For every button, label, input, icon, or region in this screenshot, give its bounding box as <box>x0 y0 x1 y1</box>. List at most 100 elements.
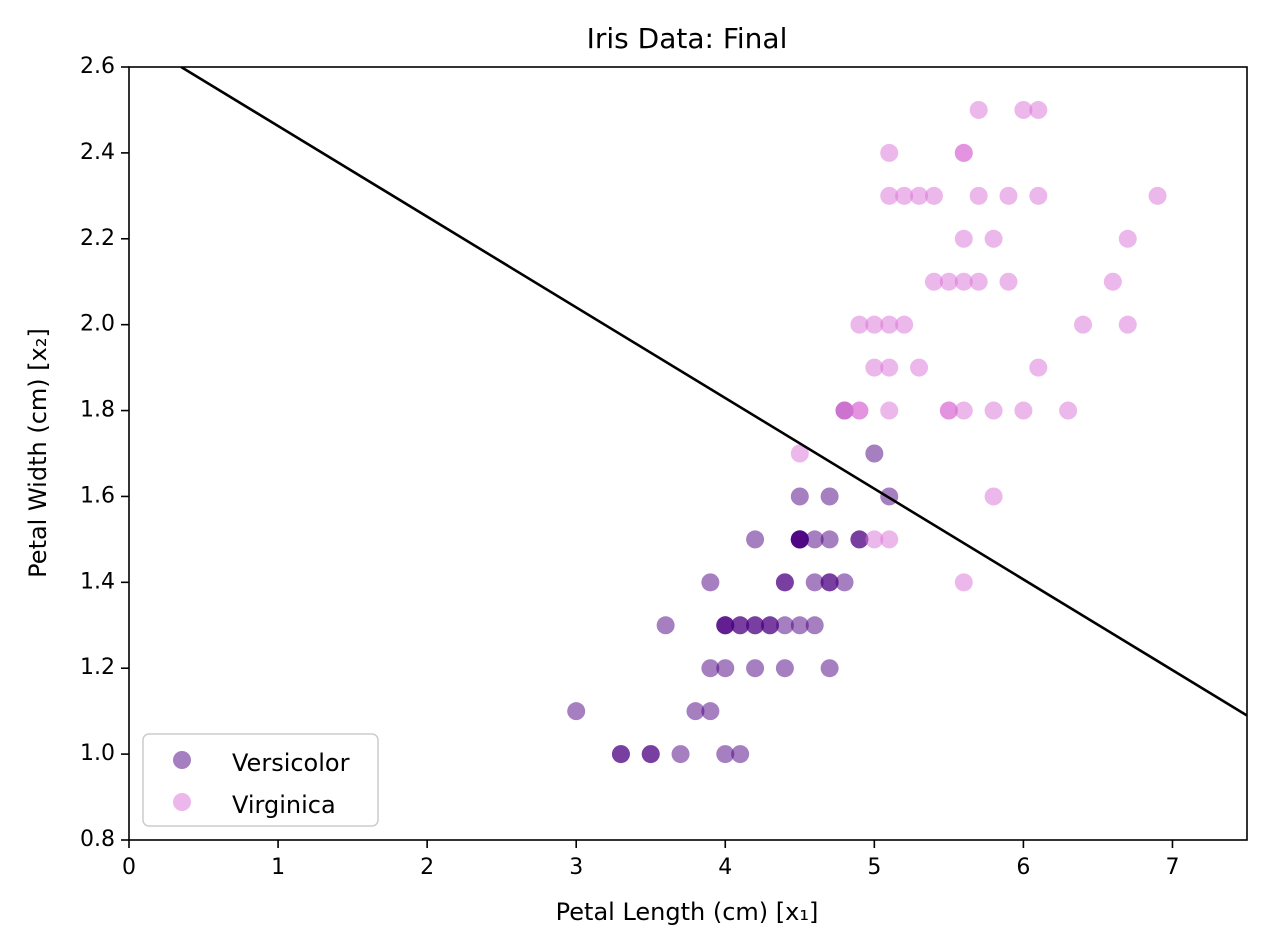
data-point <box>1074 315 1093 334</box>
x-tick-label: 6 <box>1016 855 1030 880</box>
data-point <box>880 315 899 334</box>
data-point <box>716 616 735 635</box>
data-point <box>984 229 1003 248</box>
legend-marker-virginica <box>173 793 191 811</box>
data-point <box>701 573 720 592</box>
data-point <box>1118 315 1137 334</box>
x-tick-label: 3 <box>569 855 583 880</box>
legend-label-versicolor: Versicolor <box>232 749 350 777</box>
data-point <box>746 616 765 635</box>
data-point <box>656 616 675 635</box>
data-point <box>984 401 1003 420</box>
data-point <box>1014 100 1033 119</box>
data-point <box>880 530 899 549</box>
data-point <box>880 401 899 420</box>
data-point <box>746 530 765 549</box>
data-point <box>746 659 765 678</box>
data-point <box>969 272 988 291</box>
data-point <box>820 659 839 678</box>
data-point <box>865 530 884 549</box>
data-point <box>790 444 809 463</box>
y-tick-label: 2.4 <box>80 140 115 165</box>
data-point <box>999 186 1018 205</box>
data-point <box>850 315 869 334</box>
data-point <box>611 745 630 764</box>
data-point <box>701 702 720 721</box>
data-point <box>731 616 750 635</box>
y-tick-label: 1.4 <box>80 569 115 594</box>
data-point <box>790 530 809 549</box>
data-point <box>1029 100 1048 119</box>
data-point <box>910 186 929 205</box>
data-point <box>850 530 869 549</box>
legend-marker-versicolor <box>173 751 191 769</box>
data-point <box>1029 186 1048 205</box>
data-point <box>820 530 839 549</box>
data-point <box>820 573 839 592</box>
data-point <box>701 659 720 678</box>
data-point <box>865 315 884 334</box>
legend: Versicolor Virginica <box>142 733 379 827</box>
data-point <box>641 745 660 764</box>
data-point <box>760 616 779 635</box>
y-tick-label: 1.6 <box>80 483 115 508</box>
plot-frame <box>128 66 1248 841</box>
data-point <box>850 401 869 420</box>
data-point <box>880 143 899 162</box>
legend-label-virginica: Virginica <box>232 791 336 819</box>
data-point <box>895 315 914 334</box>
y-tick-label: 1.0 <box>80 741 115 766</box>
data-point <box>775 616 794 635</box>
data-point <box>1059 401 1078 420</box>
data-point <box>895 186 914 205</box>
x-tick-label: 7 <box>1165 855 1179 880</box>
data-point <box>880 358 899 377</box>
data-point <box>775 659 794 678</box>
data-point <box>1103 272 1122 291</box>
y-tick-label: 1.8 <box>80 398 115 423</box>
data-point <box>939 401 958 420</box>
legend-box <box>142 733 379 827</box>
data-point <box>954 401 973 420</box>
x-tick-label: 2 <box>420 855 434 880</box>
data-point <box>910 358 929 377</box>
data-point <box>1118 229 1137 248</box>
data-point <box>686 702 705 721</box>
y-tick-label: 2.6 <box>80 54 115 79</box>
data-point <box>1029 358 1048 377</box>
data-point <box>790 616 809 635</box>
plot-area <box>180 67 1247 764</box>
y-axis: 0.8 1.0 1.2 1.4 1.6 1.8 2.0 2.2 2.4 2.6 <box>80 54 129 852</box>
data-point <box>969 100 988 119</box>
y-axis-label: Petal Width (cm) [x₂] <box>24 328 52 578</box>
data-point <box>1014 401 1033 420</box>
data-point <box>954 272 973 291</box>
x-tick-label: 1 <box>271 855 285 880</box>
data-point <box>954 229 973 248</box>
y-tick-label: 1.2 <box>80 655 115 680</box>
data-point <box>954 143 973 162</box>
data-point <box>835 573 854 592</box>
data-point <box>924 272 943 291</box>
data-point <box>790 487 809 506</box>
data-point <box>805 616 824 635</box>
data-point <box>924 186 943 205</box>
x-axis-label: Petal Length (cm) [x₁] <box>556 898 819 926</box>
data-point <box>969 186 988 205</box>
x-axis: 0 1 2 3 4 5 6 7 <box>122 840 1179 880</box>
data-point <box>716 659 735 678</box>
data-point <box>731 745 750 764</box>
data-point <box>865 444 884 463</box>
data-point <box>984 487 1003 506</box>
y-tick-label: 2.0 <box>80 312 115 337</box>
x-tick-label: 4 <box>718 855 732 880</box>
data-point <box>805 530 824 549</box>
data-point <box>567 702 586 721</box>
series-versicolor <box>567 401 899 764</box>
x-tick-label: 0 <box>122 855 136 880</box>
data-point <box>775 573 794 592</box>
data-point <box>954 573 973 592</box>
y-tick-label: 2.2 <box>80 226 115 251</box>
data-point <box>865 358 884 377</box>
